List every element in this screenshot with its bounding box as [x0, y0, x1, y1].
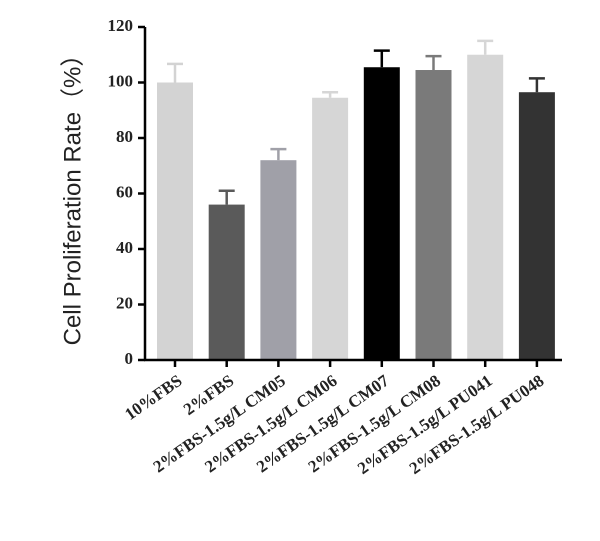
y-tick-label: 80 — [116, 127, 133, 146]
bar — [415, 70, 452, 360]
bar — [363, 67, 400, 361]
y-tick-label: 100 — [108, 71, 134, 90]
y-tick-label: 0 — [125, 349, 134, 368]
bar — [312, 97, 349, 360]
bar — [260, 160, 297, 360]
bar — [208, 204, 245, 360]
bar — [157, 82, 193, 360]
y-axis-label: Cell Proliferation Rate（%） — [59, 43, 86, 346]
bar — [518, 92, 555, 361]
y-tick-label: 40 — [116, 238, 133, 257]
y-tick-label: 120 — [108, 16, 134, 35]
bar — [467, 54, 504, 360]
y-tick-label: 20 — [116, 293, 133, 312]
y-tick-label: 60 — [116, 182, 133, 201]
x-tick-label: 10%FBS — [121, 371, 185, 424]
